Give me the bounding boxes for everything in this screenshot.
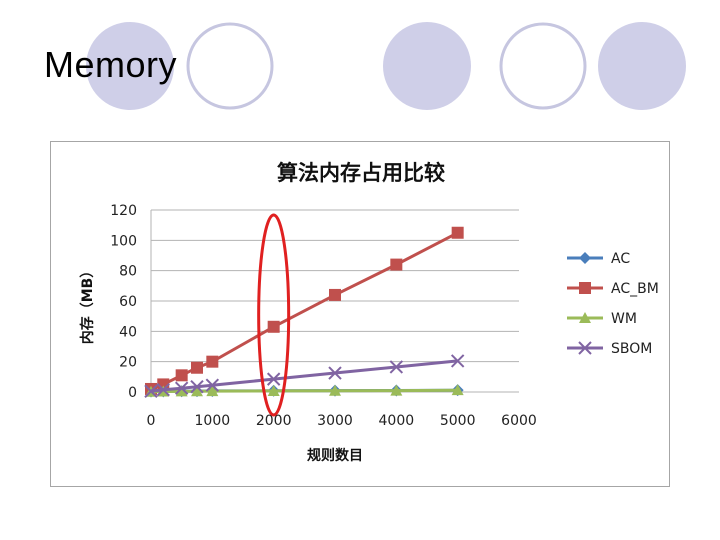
y-tick-label: 0 — [128, 385, 137, 401]
series-ac-bm — [145, 226, 464, 395]
y-tick-label: 80 — [119, 264, 137, 280]
legend-label: SBOM — [611, 341, 652, 357]
legend-label: WM — [611, 311, 637, 327]
legend-marker — [579, 282, 591, 294]
data-point — [267, 384, 280, 396]
chart: 算法内存占用比较 0 20 40 60 80 100 120 0 1000 2000 3000 40… — [79, 161, 659, 464]
chart-title: 算法内存占用比较 — [277, 161, 445, 185]
data-point — [390, 258, 403, 271]
legend-item: SBOM — [567, 341, 652, 357]
legend: AC AC_BM WM SBOM — [567, 251, 659, 357]
data-point — [390, 384, 403, 396]
series-group — [144, 226, 465, 398]
x-tick-label: 5000 — [440, 413, 476, 429]
data-point — [144, 384, 158, 398]
y-tick-label: 40 — [119, 324, 137, 340]
legend-label: AC — [611, 251, 630, 267]
x-tick-label: 6000 — [501, 413, 537, 429]
x-tick-label: 1000 — [195, 413, 231, 429]
data-point — [450, 354, 465, 368]
data-point — [191, 361, 203, 374]
series-sbom — [144, 354, 465, 398]
y-axis-label: 内存（MB） — [79, 264, 96, 345]
deco-circle — [186, 22, 274, 110]
legend-label: AC_BM — [611, 281, 659, 297]
data-point — [329, 384, 341, 396]
highlight-ellipse — [257, 213, 291, 417]
legend-marker — [579, 252, 591, 264]
data-point — [175, 385, 188, 397]
data-point — [191, 385, 203, 397]
slide-title: Memory — [44, 44, 178, 85]
x-tick-label: 0 — [147, 413, 156, 429]
legend-item: AC — [567, 251, 630, 267]
data-point — [190, 379, 204, 394]
data-point — [206, 355, 219, 368]
x-tick-label: 3000 — [317, 413, 353, 429]
x-axis-ticks: 0 1000 2000 3000 4000 5000 6000 — [147, 413, 537, 429]
deco-circle — [499, 22, 587, 110]
legend-item: AC_BM — [567, 281, 659, 297]
decorative-circles — [86, 22, 686, 110]
x-tick-label: 4000 — [379, 413, 415, 429]
data-point — [451, 384, 464, 396]
data-point — [206, 385, 219, 397]
data-point — [174, 381, 189, 395]
data-point — [329, 288, 341, 301]
deco-circle — [383, 22, 471, 110]
data-point — [389, 360, 404, 374]
data-point — [156, 383, 170, 397]
data-point — [205, 378, 220, 392]
x-axis-label: 规则数目 — [307, 447, 363, 464]
legend-marker — [579, 312, 591, 323]
y-tick-label: 100 — [110, 233, 137, 249]
y-axis-ticks: 0 20 40 60 80 100 120 — [110, 203, 137, 401]
chart-frame: 算法内存占用比较 0 20 40 60 80 100 120 0 1000 2000 3000 40… — [50, 141, 670, 487]
data-point — [175, 369, 188, 382]
y-tick-label: 120 — [110, 203, 137, 219]
deco-circle — [86, 22, 174, 110]
legend-item: WM — [567, 311, 637, 327]
data-point — [266, 372, 281, 386]
deco-circle — [598, 22, 686, 110]
legend-marker — [578, 341, 592, 355]
x-tick-label: 2000 — [256, 413, 292, 429]
y-tick-label: 60 — [119, 294, 137, 310]
data-point — [267, 320, 280, 333]
data-point — [451, 226, 464, 239]
data-point — [328, 366, 342, 380]
y-tick-label: 20 — [119, 355, 137, 371]
